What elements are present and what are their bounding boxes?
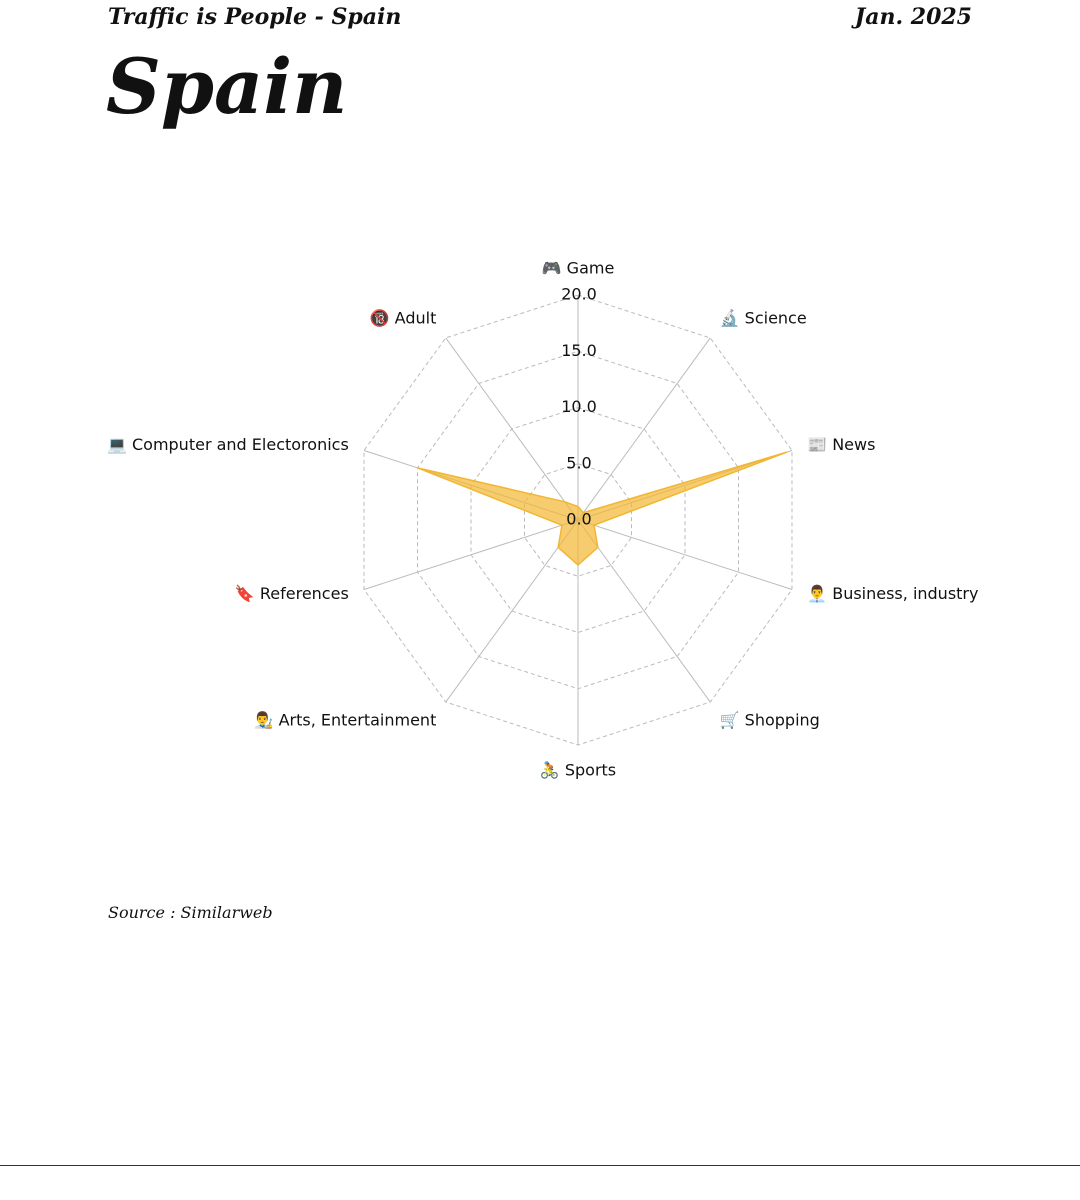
- category-label: 📰 News: [807, 435, 875, 454]
- category-label: 👨‍💼 Business, industry: [807, 584, 978, 603]
- data-area: [417, 451, 787, 567]
- axis-line: [577, 337, 711, 521]
- header-left: Traffic is People - Spain: [108, 4, 402, 30]
- category-label: 🔬 Science: [720, 309, 807, 328]
- grid-ring: [470, 406, 686, 634]
- grid-ring: [417, 350, 739, 690]
- source: Source : Similarweb: [108, 903, 273, 922]
- axis-line: [445, 519, 579, 703]
- axis-line: [577, 519, 793, 591]
- category-label: 💻 Computer and Electoronics: [107, 435, 349, 454]
- grid-ring: [363, 294, 793, 746]
- category-label: 🛒 Shopping: [720, 710, 820, 729]
- footer-rule: [0, 1165, 1080, 1166]
- category-label: 🚴 Sports: [540, 761, 616, 780]
- grid-ring: [524, 463, 632, 577]
- r-tick-label: 15.0: [561, 341, 597, 360]
- category-label: 🔖 References: [235, 584, 349, 603]
- axis-line: [577, 519, 711, 703]
- category-label: 🎮 Game: [542, 259, 615, 278]
- r-tick-label: 0.0: [566, 510, 591, 529]
- r-tick-label: 10.0: [561, 397, 597, 416]
- category-label: 👨‍🎨 Arts, Entertainment: [254, 710, 437, 729]
- category-label: 🔞 Adult: [370, 309, 437, 328]
- header-right: Jan. 2025: [854, 4, 972, 30]
- r-tick-label: 20.0: [561, 285, 597, 304]
- r-tick-label: 5.0: [566, 453, 591, 472]
- page-title: Spain: [106, 42, 348, 131]
